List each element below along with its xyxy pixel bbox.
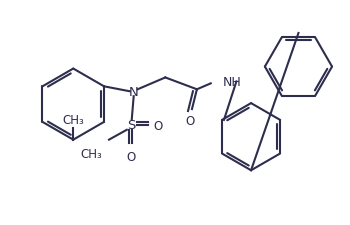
Text: N: N: [129, 85, 139, 98]
Text: O: O: [153, 120, 163, 133]
Text: CH₃: CH₃: [80, 147, 102, 160]
Text: NH: NH: [223, 76, 241, 88]
Text: O: O: [186, 115, 195, 127]
Text: O: O: [126, 150, 135, 163]
Text: CH₃: CH₃: [62, 113, 84, 126]
Text: S: S: [127, 119, 136, 132]
